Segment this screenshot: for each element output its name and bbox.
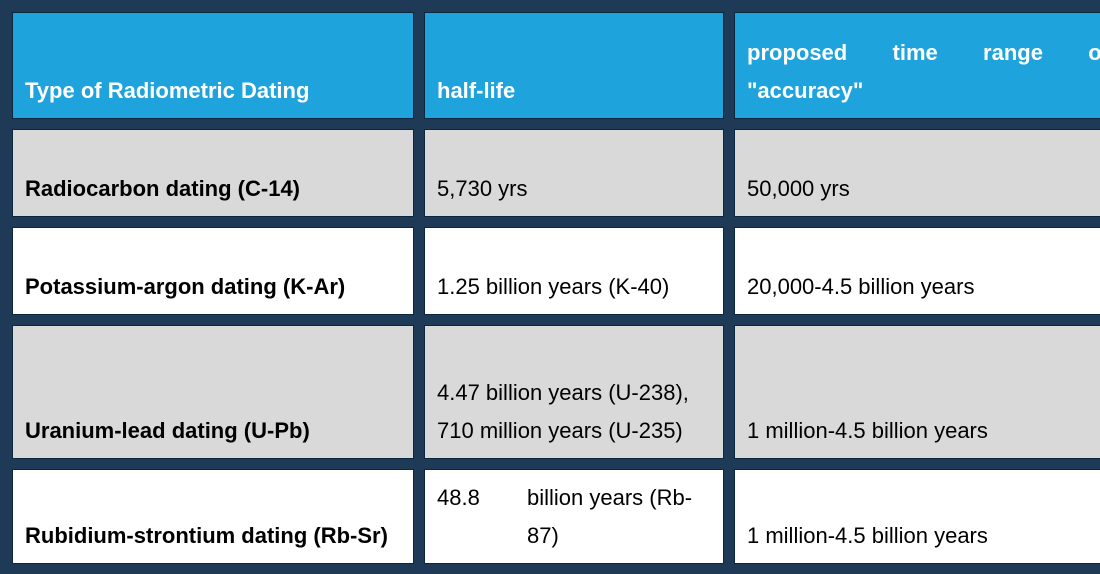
row-type-cell: Potassium-argon dating (K-Ar) <box>12 227 414 315</box>
row-half-life-cell: 4.47 billion years (U-238), 710 million … <box>424 325 724 459</box>
row-type-cell: Uranium-lead dating (U-Pb) <box>12 325 414 459</box>
header-range: proposed time range of "accuracy" <box>734 12 1100 119</box>
table-header-row: Type of Radiometric Dating half-life pro… <box>12 12 1100 119</box>
row-range-cell: 50,000 yrs <box>734 129 1100 217</box>
header-half-life: half-life <box>424 12 724 119</box>
half-life-value: 48.8 <box>437 485 480 510</box>
row-half-life-cell: 1.25 billion years (K-40) <box>424 227 724 315</box>
half-life-unit: billion years (Rb-87) <box>527 485 693 548</box>
header-type: Type of Radiometric Dating <box>12 12 414 119</box>
table-row: Radiocarbon dating (C-14) 5,730 yrs 50,0… <box>12 129 1100 217</box>
row-range-cell: 1 million-4.5 billion years <box>734 469 1100 564</box>
row-type-cell: Radiocarbon dating (C-14) <box>12 129 414 217</box>
row-range-cell: 20,000-4.5 billion years <box>734 227 1100 315</box>
row-type-cell: Rubidium-strontium dating (Rb-Sr) <box>12 469 414 564</box>
row-half-life-cell: 5,730 yrs <box>424 129 724 217</box>
table-row: Rubidium-strontium dating (Rb-Sr) 48.8 b… <box>12 469 1100 564</box>
row-half-life-cell: 48.8 billion years (Rb-87) <box>424 469 724 564</box>
row-range-cell: 1 million-4.5 billion years <box>734 325 1100 459</box>
table-row: Potassium-argon dating (K-Ar) 1.25 billi… <box>12 227 1100 315</box>
table-row: Uranium-lead dating (U-Pb) 4.47 billion … <box>12 325 1100 459</box>
